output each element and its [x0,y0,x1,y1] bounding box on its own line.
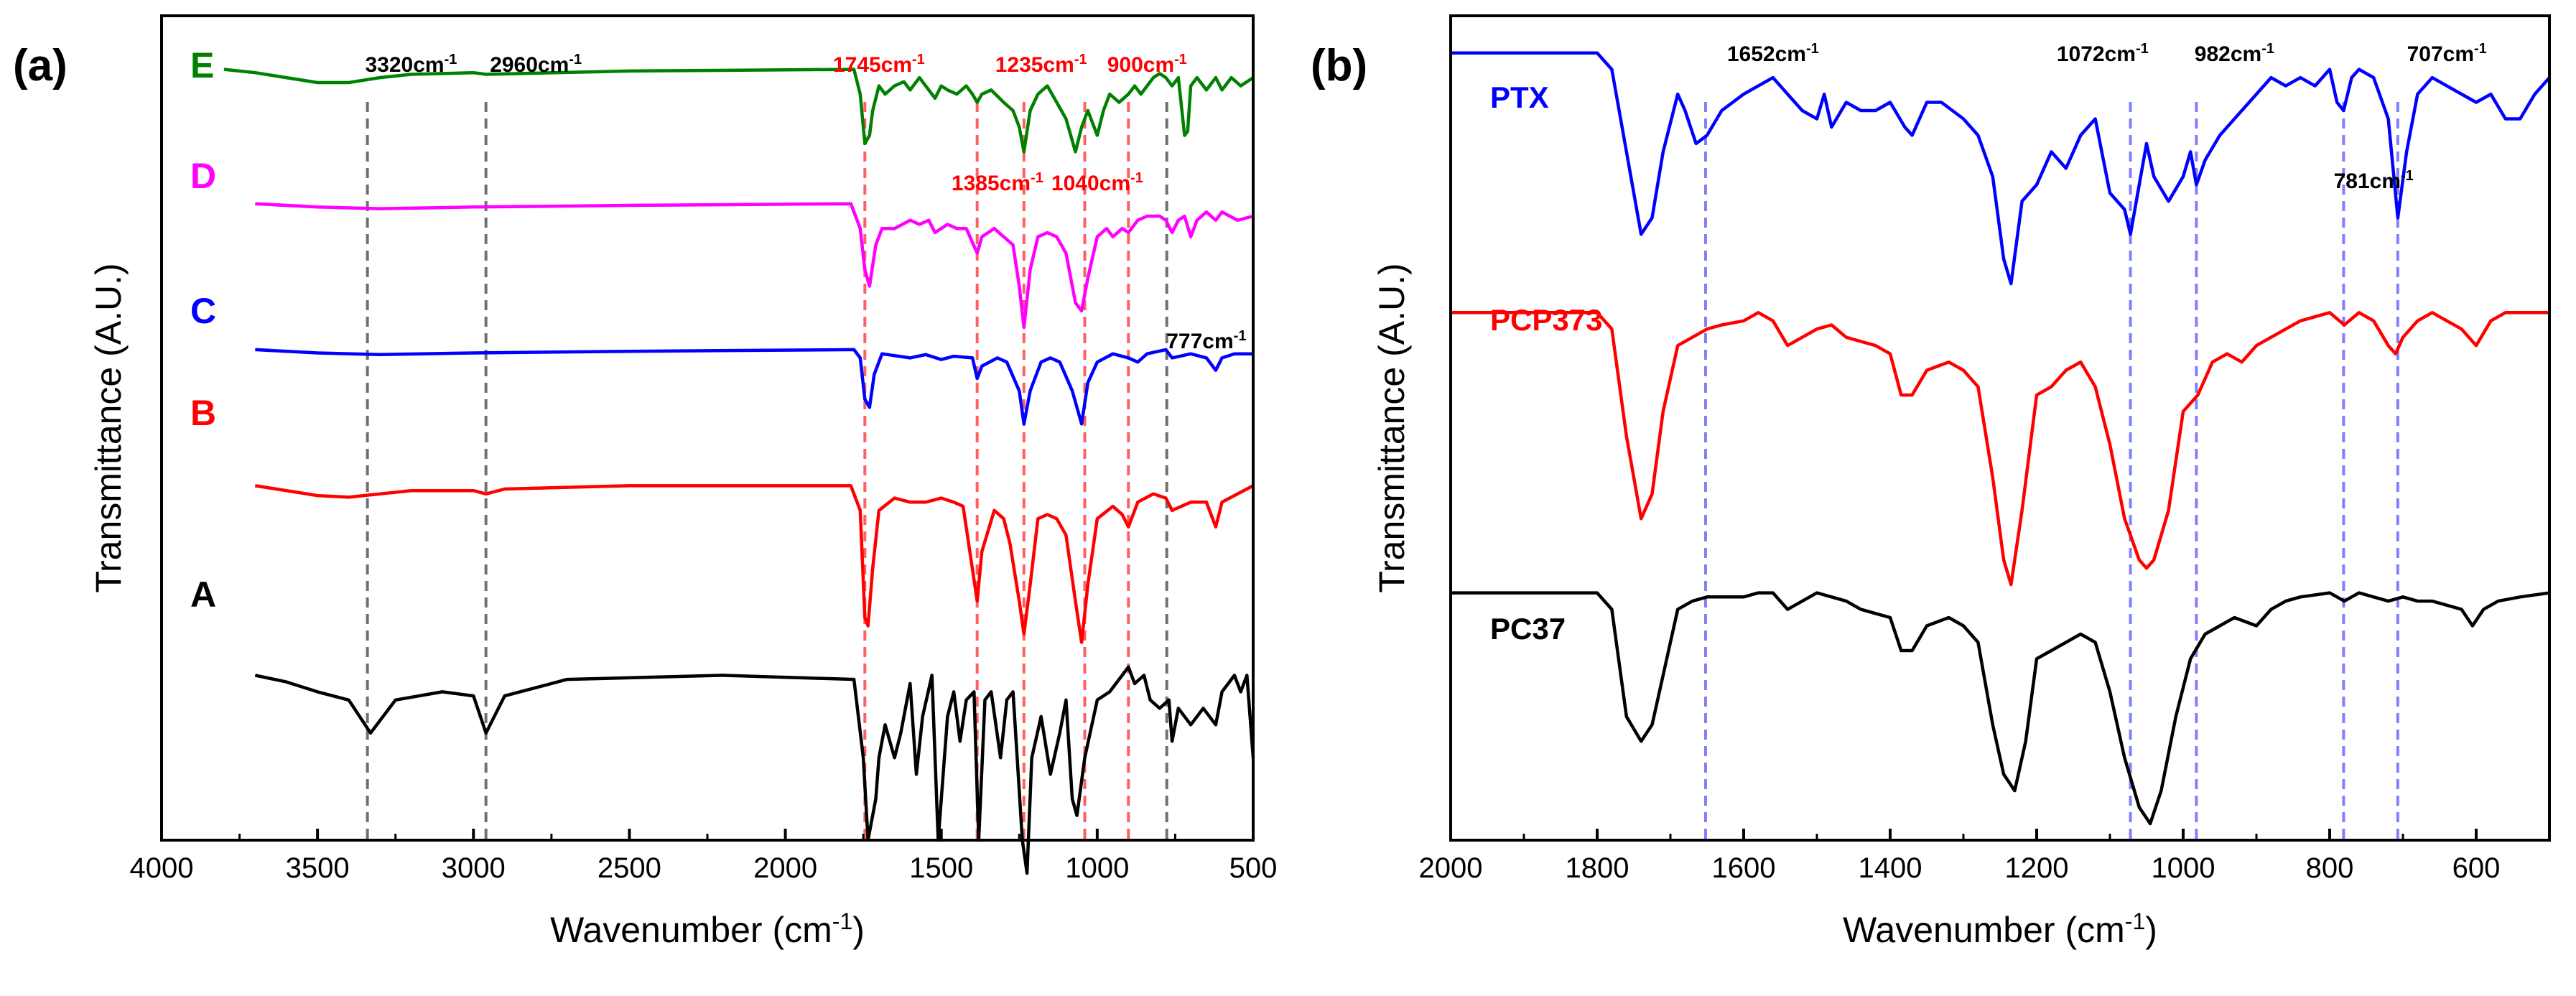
peak-annotation: 2960cm-1 [490,52,582,77]
x-tick-label: 1000 [1065,852,1129,884]
peak-annotation: 707cm-1 [2407,41,2487,66]
x-axis-label: Wavenumber (cm-1) [1843,908,2157,950]
peak-annotation: 1235cm-1 [995,52,1087,77]
x-tick-label: 3500 [286,852,350,884]
y-axis-label: Transmittance (A.U.) [1372,263,1412,592]
plot-frame [1449,14,2551,842]
x-tick-label: 2500 [597,852,661,884]
panel-label: (a) [13,41,68,90]
x-tick-label: 500 [1229,852,1278,884]
peak-annotation: 777cm-1 [1166,328,1246,353]
peak-annotation: 1652cm-1 [1727,41,1819,66]
peak-annotation: 3320cm-1 [365,52,457,77]
x-tick-label: 2000 [1419,852,1483,884]
x-tick-label: 4000 [130,852,194,884]
peak-annotation: 982cm-1 [2195,41,2274,66]
x-tick-label: 600 [2452,852,2501,884]
series-line-ptx [1451,51,2551,286]
series-line-pcp373 [1451,311,2549,587]
x-tick-label: 1400 [1859,852,1922,884]
series-line-a [254,665,1255,875]
series-line-b [254,484,1255,644]
series-label-b: B [190,393,216,433]
series-line-d [255,202,1254,330]
x-tick-label: 3000 [442,852,506,884]
x-tick-label: 800 [2306,852,2354,884]
series-line-pc37 [1451,591,2550,826]
series-label-a: A [190,574,216,615]
series-line-e [223,68,1255,154]
x-tick-label: 1500 [909,852,973,884]
peak-annotation: 1385cm-1 [952,170,1043,195]
plot-frame [160,14,1255,842]
peak-annotation: 900cm-1 [1107,52,1187,77]
series-label-pc37: PC37 [1490,612,1566,646]
peak-annotation: 781cm-1 [2334,168,2414,193]
y-axis-label: Transmittance (A.U.) [88,263,129,592]
peak-annotation: 1072cm-1 [2057,41,2149,66]
series-label-c: C [190,291,216,331]
x-tick-label: 2000 [753,852,817,884]
panel-a: (a) A B C D E 3320cm-1 2960cm-1 1745cm-1 1235cm-1… [13,14,1278,950]
series-label-d: D [190,156,216,196]
series-label-ptx: PTX [1490,80,1549,114]
x-tick-label: 1000 [2152,852,2215,884]
x-axis-label: Wavenumber (cm-1) [550,908,865,950]
panel-b: (b) PTX PCP373 PC37 1652cm-1 1072cm-1 982cm-1 7… [1311,14,2551,950]
x-tick-label: 1800 [1566,852,1629,884]
x-tick-label: 1200 [2005,852,2069,884]
peak-annotation: 1040cm-1 [1051,170,1143,195]
series-label-e: E [190,45,214,85]
x-tick-label: 1600 [1712,852,1776,884]
series-line-c [255,348,1253,426]
peak-annotation: 1745cm-1 [833,52,925,77]
panel-label: (b) [1311,41,1367,90]
series-label-pcp373: PCP373 [1490,303,1602,337]
